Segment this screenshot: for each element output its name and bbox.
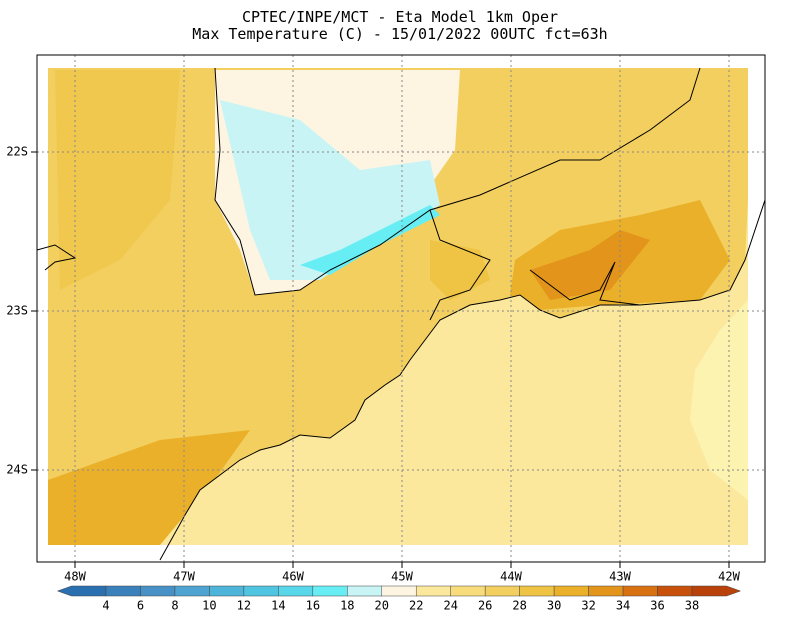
colorbar-label: 8: [171, 599, 178, 613]
longitude-label: 48W: [64, 570, 86, 584]
colorbar-end: [56, 585, 107, 597]
longitude-label: 47W: [173, 570, 195, 584]
graticule: [37, 55, 765, 562]
colorbar-segment: [484, 585, 520, 597]
colorbar-label: 20: [375, 599, 389, 613]
colorbar-segment: [588, 585, 624, 597]
title-line: CPTEC/INPE/MCT - Eta Model 1km Oper: [242, 8, 558, 26]
colorbar-segment: [415, 585, 451, 597]
colorbar-label: 10: [202, 599, 216, 613]
longitude-label: 46W: [282, 570, 304, 584]
colorbar-label: 16: [306, 599, 320, 613]
colorbar-segment: [243, 585, 279, 597]
longitude-label: 42W: [718, 570, 740, 584]
colorbar-label: 34: [616, 599, 630, 613]
colorbar-label: 38: [685, 599, 699, 613]
colorbar-label: 26: [478, 599, 492, 613]
colorbar-label: 32: [581, 599, 595, 613]
colorbar-label: 18: [340, 599, 354, 613]
colorbar-segment: [553, 585, 589, 597]
colorbar-segment: [278, 585, 314, 597]
colorbar-label: 30: [547, 599, 561, 613]
longitude-label: 44W: [500, 570, 522, 584]
colorbar-segment: [622, 585, 658, 597]
colorbar-segment: [174, 585, 210, 597]
latitude-label: 22S: [6, 145, 28, 159]
colorbar-segment: [381, 585, 417, 597]
longitude-label: 45W: [391, 570, 413, 584]
colorbar-segment: [657, 585, 693, 597]
colorbar-label: 28: [512, 599, 526, 613]
temperature-field: [48, 68, 748, 545]
colorbar-segment: [312, 585, 348, 597]
colorbar-segment: [519, 585, 555, 597]
latitude-label: 23S: [6, 304, 28, 318]
colorbar-label: 4: [102, 599, 109, 613]
colorbar-label: 24: [443, 599, 457, 613]
coastline: [36, 67, 766, 561]
colorbar-segment: [209, 585, 245, 597]
colorbar-label: 14: [271, 599, 285, 613]
map-frame: [36, 54, 766, 563]
latitude-label: 24S: [6, 463, 28, 477]
title-line: Max Temperature (C) - 15/01/2022 00UTC f…: [192, 25, 607, 43]
colorbar-label: 36: [650, 599, 664, 613]
colorbar-label: 12: [237, 599, 251, 613]
colorbar-label: 6: [137, 599, 144, 613]
longitude-label: 43W: [609, 570, 631, 584]
colorbar-segment: [347, 585, 383, 597]
colorbar-end: [691, 585, 742, 597]
colorbar-segment: [450, 585, 486, 597]
colorbar-label: 22: [409, 599, 423, 613]
colorbar-segment: [140, 585, 176, 597]
colorbar-segment: [105, 585, 141, 597]
